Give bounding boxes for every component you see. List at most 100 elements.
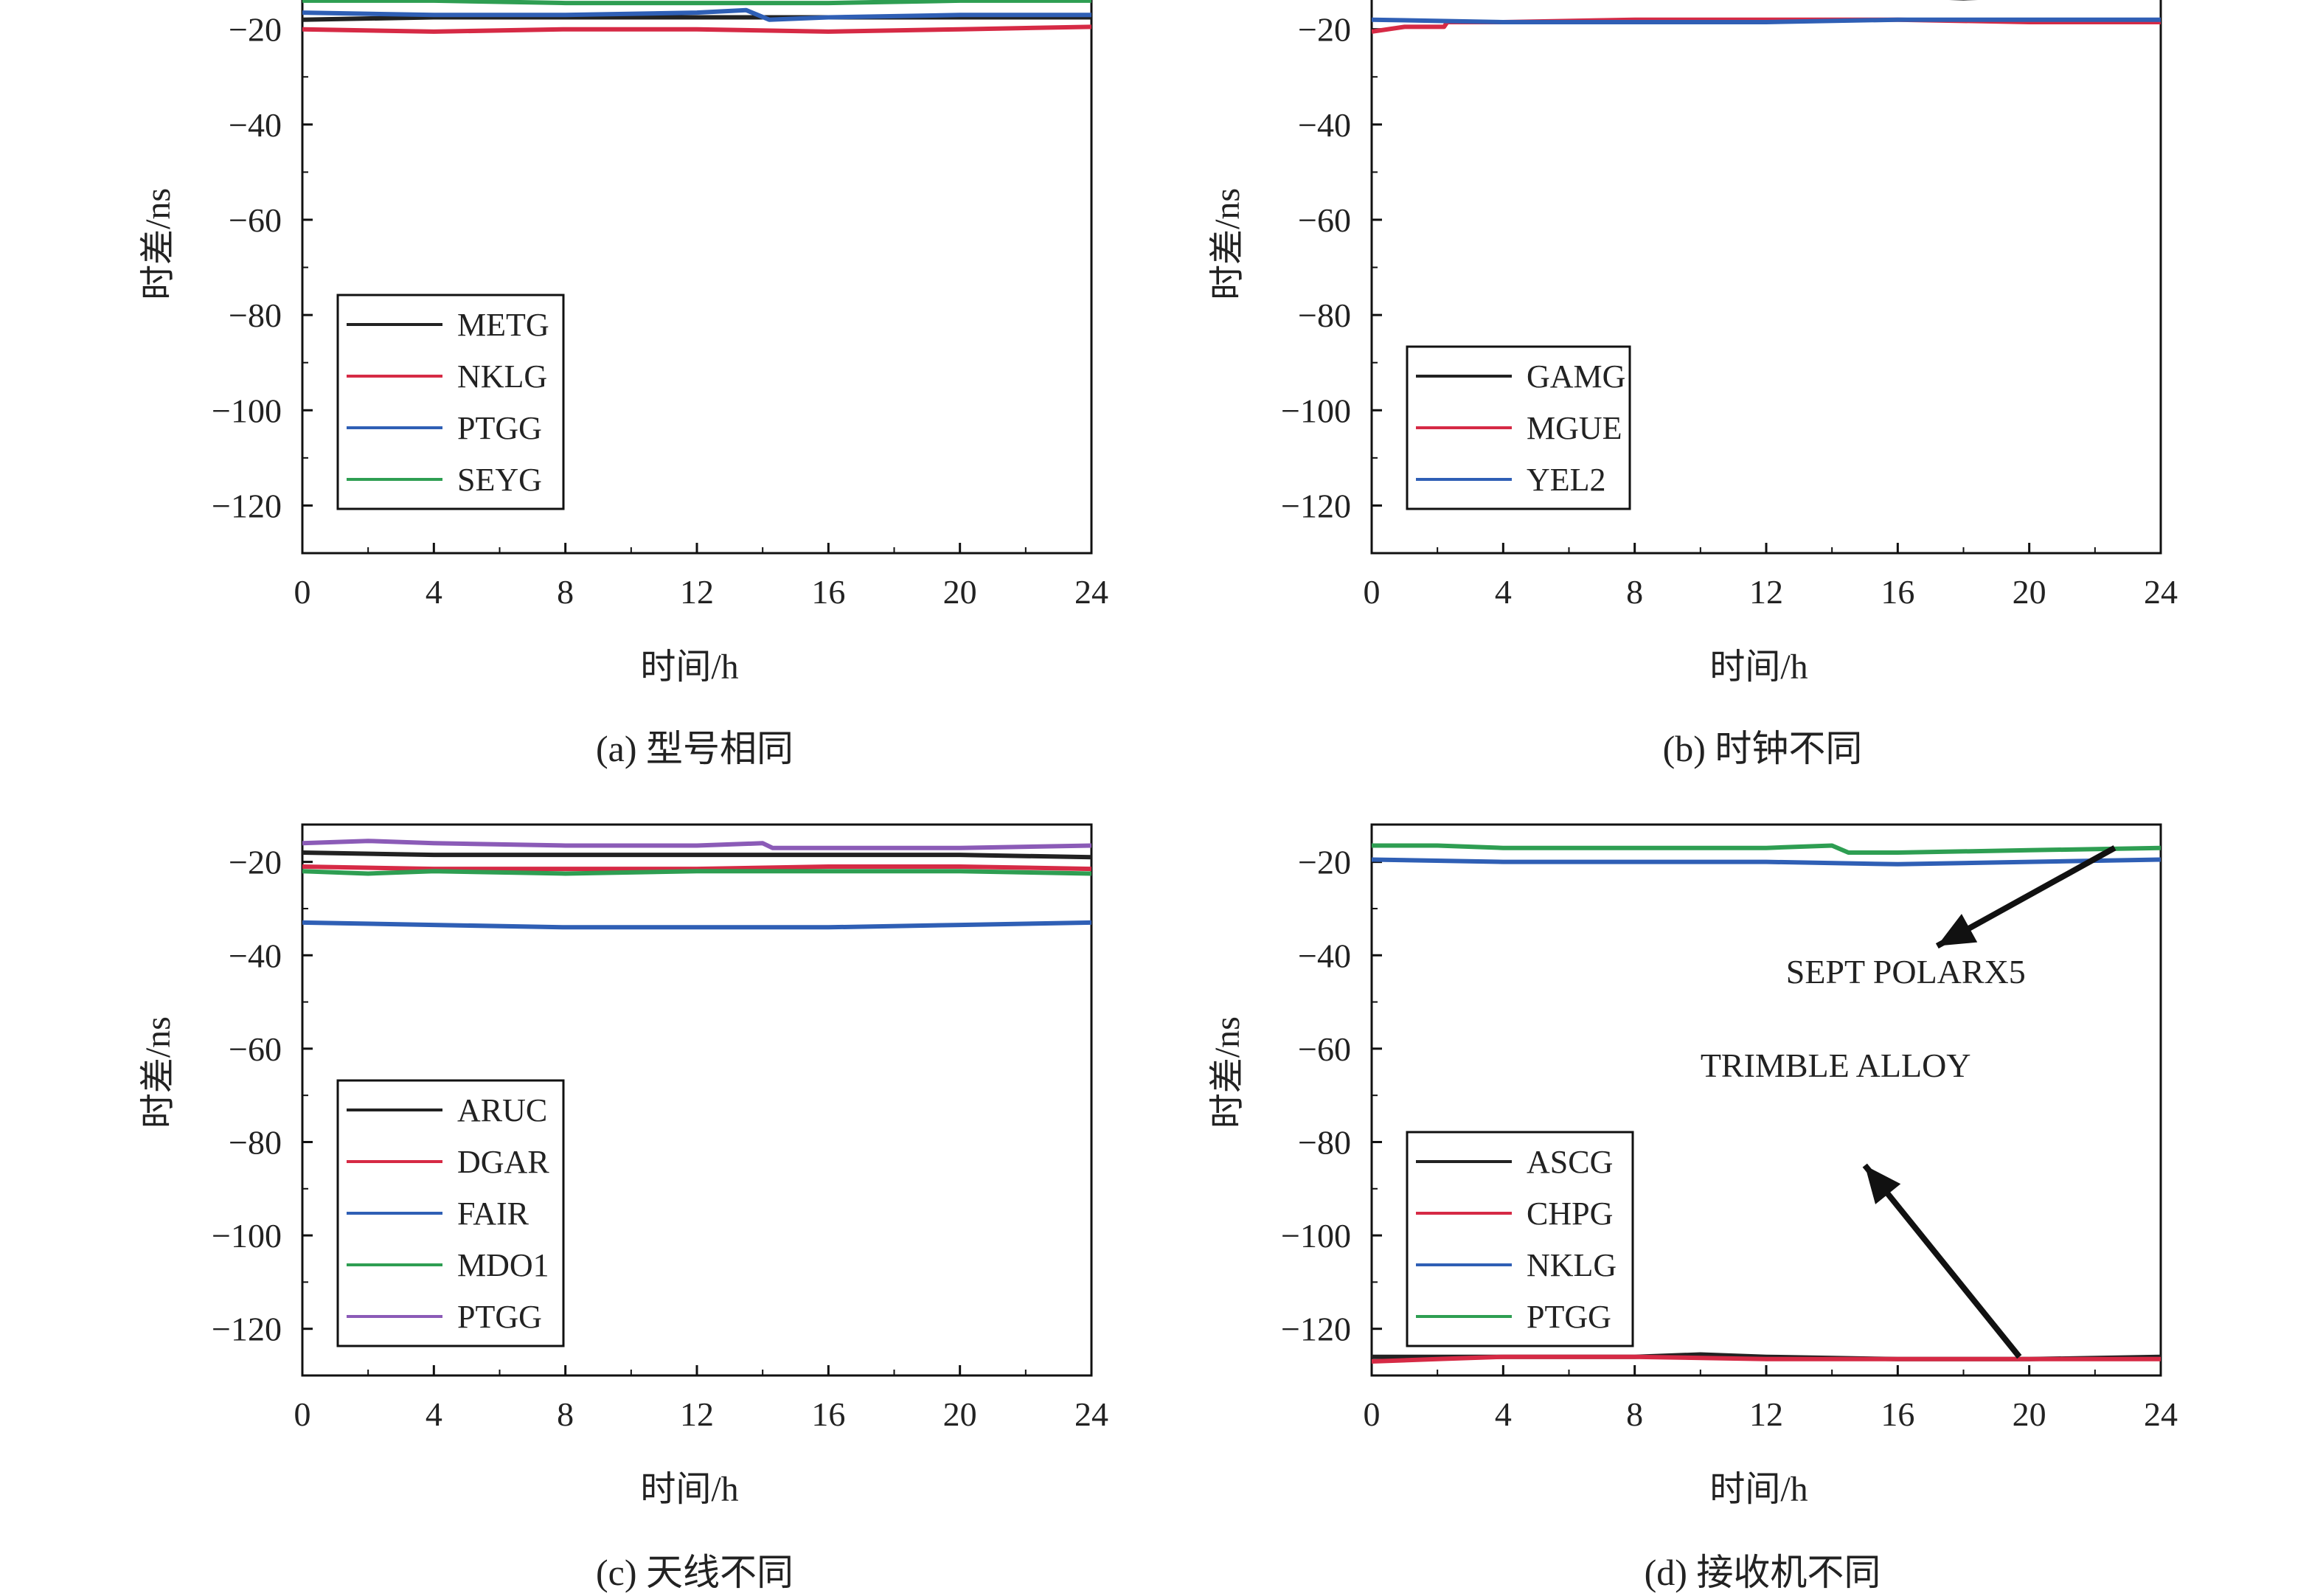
series-line-nklg: [1372, 857, 2161, 867]
y-tick-label: −80: [1298, 1123, 1351, 1161]
y-tick-label: −20: [229, 844, 282, 881]
series-line-dgar: [302, 864, 1091, 872]
x-tick-label: 24: [2144, 1395, 2178, 1433]
panel-b: 0 4 8 12 16 20 24 −20 −40 −60 −80 −100 −120 时间/h 时差/ns…: [1069, 0, 2220, 797]
series-line-yel2: [1372, 17, 2161, 24]
y-tick-label: −40: [1298, 937, 1351, 974]
y-tick-label: −100: [212, 392, 282, 429]
x-tick-label: 20: [2013, 573, 2046, 611]
x-tick-label: 16: [1881, 1395, 1914, 1433]
caption-a: (a) 型号相同: [596, 728, 794, 769]
panel-d: 0 4 8 12 16 20 24 −20 −40 −60 −80 −100 −120 时间/h 时差/ns…: [1069, 823, 2220, 1595]
y-tick-label: −20: [229, 11, 282, 49]
y-tick-label: −120: [1281, 1311, 1351, 1348]
series-line-seyg: [302, 0, 1091, 6]
x-tick-label: 12: [680, 573, 714, 611]
legend-label: PTGG: [1527, 1299, 1611, 1335]
x-tick-label: 12: [1749, 1395, 1783, 1433]
legend-label: GAMG: [1527, 358, 1625, 395]
annotation-arrow-head: [1937, 914, 1978, 946]
legend-label: METG: [457, 307, 549, 343]
y-tick-label: −60: [229, 1030, 282, 1068]
caption-d: (d) 接收机不同: [1644, 1552, 1881, 1593]
y-tick-label: −80: [229, 1123, 282, 1161]
legend-box: [336, 294, 565, 510]
legend-label: SEYG: [457, 462, 542, 498]
x-tick-label: 24: [1074, 1395, 1108, 1433]
chart-svg-c: 0 4 8 12 16 20 24 −20 −40 −60 −80 −100 −120 时间/h 时差/ns…: [139, 823, 1108, 1509]
x-tick-label: 12: [680, 1395, 714, 1433]
x-tick-label: 12: [1749, 573, 1783, 611]
annotation-arrow-shaft: [1862, 1163, 2022, 1359]
annotation-label: TRIMBLE ALLOY: [1701, 1047, 1971, 1084]
series-line-ptgg: [302, 839, 1091, 850]
y-tick-label: −100: [1281, 392, 1351, 429]
y-axis-label: 时差/ns: [1208, 188, 1247, 300]
y-tick-label: −100: [1281, 1217, 1351, 1255]
series-line-ptgg: [302, 7, 1091, 22]
legend-label: DGAR: [457, 1144, 549, 1180]
y-tick-label: −20: [1298, 844, 1351, 881]
legend-label: YEL2: [1527, 462, 1606, 498]
y-axis-label: 时差/ns: [139, 1016, 178, 1128]
y-tick-label: −60: [229, 201, 282, 239]
x-tick-label: 4: [426, 573, 442, 611]
y-tick-label: −40: [1298, 106, 1351, 144]
x-tick-label: 8: [557, 1395, 574, 1433]
y-tick-label: −40: [229, 106, 282, 144]
chart-svg-b: 0 4 8 12 16 20 24 −20 −40 −60 −80 −100 −120 时间/h 时差/ns…: [1208, 0, 2178, 687]
caption-b: (b) 时钟不同: [1662, 728, 1863, 769]
annotation-arrow-head: [1864, 1165, 1901, 1204]
series-line-fair: [302, 920, 1091, 930]
x-tick-label: 8: [1626, 1395, 1643, 1433]
y-tick-label: −40: [229, 937, 282, 974]
x-tick-label: 24: [1074, 573, 1108, 611]
x-tick-label: 16: [811, 573, 845, 611]
chart-svg-a: 0 4 8 12 16 20 24 −20 −40 −60 −80 −100 −120 时间/h 时差/ns…: [139, 0, 1108, 687]
legend-box: [1406, 1131, 1634, 1347]
x-tick-label: 0: [1364, 1395, 1381, 1433]
legend-label: PTGG: [457, 1299, 542, 1335]
legend-label: CHPG: [1527, 1196, 1613, 1232]
caption-c: (c) 天线不同: [596, 1552, 794, 1593]
x-tick-label: 4: [1495, 1395, 1512, 1433]
x-tick-label: 20: [943, 573, 977, 611]
y-tick-label: −20: [1298, 11, 1351, 49]
panel-c: 0 4 8 12 16 20 24 −20 −40 −60 −80 −100 −120 时间/h 时差/ns…: [0, 823, 1150, 1595]
y-tick-label: −80: [1298, 296, 1351, 334]
y-tick-label: −120: [212, 487, 282, 524]
series-line-chpg: [1372, 1354, 2161, 1364]
x-tick-label: 24: [2144, 573, 2178, 611]
annotation-label: SEPT POLARX5: [1786, 953, 2026, 990]
y-tick-label: −80: [229, 296, 282, 334]
x-tick-label: 8: [1626, 573, 1643, 611]
chart-svg-d: 0 4 8 12 16 20 24 −20 −40 −60 −80 −100 −120 时间/h 时差/ns…: [1208, 823, 2178, 1509]
y-axis-label: 时差/ns: [1208, 1016, 1247, 1128]
y-tick-label: −100: [212, 1217, 282, 1255]
x-axis-label: 时间/h: [1709, 1470, 1808, 1509]
x-tick-label: 16: [811, 1395, 845, 1433]
x-axis-label: 时间/h: [640, 648, 738, 687]
x-tick-label: 0: [294, 1395, 311, 1433]
legend-label: ASCG: [1527, 1144, 1613, 1180]
legend-label: NKLG: [457, 358, 547, 395]
x-tick-label: 4: [426, 1395, 442, 1433]
y-axis-label: 时差/ns: [139, 188, 178, 300]
y-tick-label: −120: [1281, 487, 1351, 524]
series-line-metg: [302, 15, 1091, 22]
x-tick-label: 0: [294, 573, 311, 611]
series-line-nklg: [302, 24, 1091, 34]
legend-label: FAIR: [457, 1196, 529, 1232]
y-tick-label: −120: [212, 1311, 282, 1348]
series-line-ptgg: [1372, 843, 2161, 855]
x-tick-label: 16: [1881, 573, 1914, 611]
x-axis-label: 时间/h: [1709, 648, 1808, 687]
legend-label: NKLG: [1527, 1247, 1617, 1283]
x-tick-label: 0: [1364, 573, 1381, 611]
x-tick-label: 8: [557, 573, 574, 611]
legend-label: ARUC: [457, 1092, 547, 1128]
x-tick-label: 20: [943, 1395, 977, 1433]
series-line-mdo1: [302, 869, 1091, 876]
panel-a: 0 4 8 12 16 20 24 −20 −40 −60 −80 −100 −120 时间/h 时差/ns…: [0, 0, 1150, 797]
